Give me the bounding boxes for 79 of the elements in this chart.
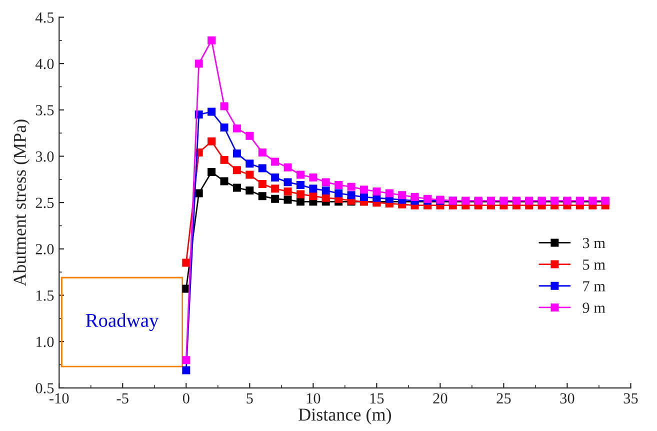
point: [309, 174, 318, 182]
point: [284, 163, 292, 172]
point: [296, 170, 304, 179]
legend-label: 5 m: [583, 260, 606, 270]
y-tick-label: 4.5: [35, 12, 54, 23]
point: [220, 102, 228, 110]
point: [208, 36, 216, 44]
y-tick-label: 0.5: [36, 383, 54, 394]
point: [182, 258, 190, 267]
point: [296, 180, 304, 189]
x-axis-title: Distance (m): [298, 408, 392, 424]
x-tick-label: 10: [306, 393, 320, 404]
point: [258, 148, 266, 157]
point: [194, 60, 203, 68]
x-tick-label: -5: [116, 393, 128, 404]
point: [360, 193, 368, 201]
y-tick-label: 4.0: [35, 58, 54, 70]
x-tick-label: 20: [433, 393, 448, 404]
y-tick-label: 3.5: [36, 105, 54, 116]
point: [271, 184, 280, 193]
point: [232, 124, 241, 132]
point: [220, 177, 228, 186]
point: [208, 137, 216, 146]
annotation: Roadway: [86, 313, 159, 331]
point: [208, 108, 216, 116]
legend-label: 9 m: [582, 302, 606, 313]
point: [322, 194, 330, 202]
point: [347, 191, 356, 200]
point: [246, 160, 254, 168]
point: [182, 366, 190, 374]
x-tick-label: 25: [496, 393, 511, 404]
x-tick-label: 35: [624, 393, 638, 404]
legend-label: 3 m: [582, 238, 606, 248]
point: [246, 132, 254, 140]
point: [398, 191, 406, 200]
legend-label: 7 m: [583, 281, 606, 292]
y-tick-label: 1.5: [36, 290, 54, 301]
point: [208, 168, 216, 176]
point: [258, 192, 266, 200]
point: [232, 184, 241, 192]
y-tick-label: 3.0: [36, 151, 54, 162]
point: [271, 158, 280, 166]
point: [284, 187, 292, 196]
point: [309, 192, 318, 200]
x-tick-label: 5: [246, 393, 253, 404]
point: [194, 189, 203, 198]
point: [271, 174, 280, 182]
point: [309, 184, 318, 193]
x-tick-label: 0: [182, 393, 190, 404]
point: [284, 178, 292, 186]
point: [322, 178, 330, 186]
point: [296, 198, 304, 206]
point: [360, 186, 368, 194]
y-tick-label: 1.0: [36, 336, 54, 348]
point: [258, 180, 266, 188]
point: [246, 170, 254, 179]
point: [182, 356, 190, 364]
x-tick-label: 30: [560, 393, 574, 404]
y-axis-title: Abutment stress (MPa): [13, 120, 30, 286]
point: [232, 149, 241, 158]
point: [284, 196, 292, 204]
y-tick-label: 2.5: [36, 198, 54, 208]
x-tick-label: -10: [50, 393, 69, 404]
point: [220, 124, 228, 132]
x-tick-label: 15: [370, 393, 384, 404]
point: [220, 156, 228, 164]
point: [246, 186, 254, 195]
point: [232, 166, 241, 174]
point: [258, 164, 266, 172]
y-tick-label: 2.0: [36, 244, 54, 254]
point: [334, 189, 343, 198]
point: [385, 189, 394, 198]
point: [322, 186, 330, 195]
point: [410, 193, 419, 201]
point: [334, 180, 343, 189]
point: [296, 190, 304, 198]
point: [347, 182, 356, 191]
point: [271, 194, 280, 203]
point: [372, 187, 381, 196]
